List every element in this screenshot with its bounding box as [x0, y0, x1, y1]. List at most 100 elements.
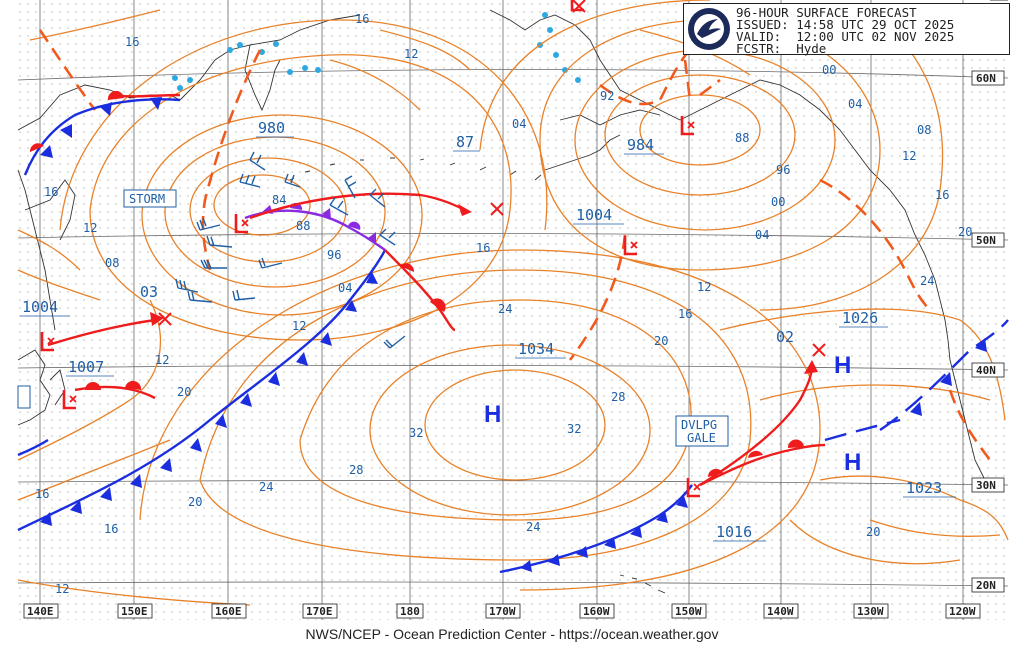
pressure-values: 980 984 1004 1004 1007 1016 1034 1026 10… — [22, 119, 942, 541]
isobar-label: 16 — [125, 35, 139, 49]
noaa-logo-inner — [694, 14, 724, 44]
lat-label: 30N — [976, 479, 996, 492]
header-valid: VALID: 12:00 UTC 02 NOV 2025 — [736, 29, 955, 44]
warning-dvlpg: DVLPG — [681, 418, 717, 432]
isobar-label: 08 — [917, 123, 931, 137]
isobar-label: 32 — [409, 426, 423, 440]
wind-barbs — [175, 151, 406, 349]
isobar-label: 20 — [654, 334, 668, 348]
isobar-labels: 16 12 04 92 00 04 08 12 16 20 24 88 96 0… — [35, 12, 972, 596]
lon-label: 120W — [949, 605, 976, 618]
storm-tracks — [47, 192, 814, 487]
isobar-label: 24 — [259, 480, 273, 494]
pressure-value: 1023 — [906, 479, 942, 497]
warning-gale: GALE — [687, 431, 716, 445]
cold-front-pips — [40, 97, 987, 572]
lat-label: 50N — [976, 234, 996, 247]
forecast-header: 96-HOUR SURFACE FORECAST ISSUED: 14:58 U… — [683, 3, 1010, 55]
isobar-label: 96 — [776, 163, 790, 177]
lat-label: 20N — [976, 579, 996, 592]
warning-storm: STORM — [129, 192, 165, 206]
track-arrowheads — [150, 204, 818, 374]
isobar-label: 16 — [104, 522, 118, 536]
lon-label: 140E — [27, 605, 54, 618]
isobar-label: 16 — [678, 307, 692, 321]
isobar-label: 08 — [105, 256, 119, 270]
pressure-value: 1007 — [68, 358, 104, 376]
isobar-label: 92 — [600, 89, 614, 103]
pressure-value: 980 — [258, 119, 285, 137]
credit-line: NWS/NCEP - Ocean Prediction Center - htt… — [305, 626, 719, 642]
isobar-label: 16 — [44, 185, 58, 199]
isobar-label: 88 — [296, 219, 310, 233]
header-forecaster: FCSTR: Hyde — [736, 41, 827, 56]
lat-label: 40N — [976, 364, 996, 377]
isobar-label: 12 — [902, 149, 916, 163]
isobar-label: 12 — [55, 582, 69, 596]
isobar-label: 16 — [355, 12, 369, 26]
lon-label: 170W — [489, 605, 516, 618]
pressure-value: 1016 — [716, 523, 752, 541]
pressure-value: 87 — [456, 133, 474, 151]
isobar-label: 88 — [735, 131, 749, 145]
pressure-value: 984 — [627, 136, 654, 154]
pressure-value: 1034 — [518, 340, 554, 358]
pressure-value: 1004 — [22, 298, 58, 316]
isobar-label: 20 — [188, 495, 202, 509]
high-symbols: H H H — [484, 352, 861, 476]
longitude-labels: 140E 150E 160E 170E 180 170W 160W 150W 1… — [23, 603, 981, 619]
isobar-label: 16 — [476, 241, 490, 255]
noaa-logo-icon — [688, 8, 730, 50]
latitude-labels: 60N 50N 40N 30N 20N — [971, 70, 1005, 593]
isobar-label: 12 — [83, 221, 97, 235]
isobar-label: 03 — [140, 283, 158, 301]
lon-label: 170E — [306, 605, 333, 618]
isobar-label: 04 — [755, 228, 769, 242]
pressure-underlines — [20, 136, 956, 542]
lon-label: 160W — [583, 605, 610, 618]
isobar-label: 96 — [327, 248, 341, 262]
noaa-bird-icon — [697, 19, 721, 38]
isobar-label: 04 — [512, 117, 526, 131]
low-x-marks — [47, 121, 701, 491]
isobar-label: 04 — [338, 281, 352, 295]
header-title: 96-HOUR SURFACE FORECAST — [736, 5, 917, 20]
isobar-label: 20 — [866, 525, 880, 539]
lon-label: 130W — [857, 605, 884, 618]
coastlines — [17, 0, 1008, 594]
isobar-label: 00 — [771, 195, 785, 209]
high-symbol: H — [834, 352, 851, 379]
isobar-label: 00 — [822, 63, 836, 77]
low-symbols — [40, 0, 700, 498]
lon-label: 150E — [121, 605, 148, 618]
isobar-label: 24 — [526, 520, 540, 534]
pressure-value: 1004 — [576, 206, 612, 224]
lon-label: 150W — [675, 605, 702, 618]
isobar-label: 04 — [848, 97, 862, 111]
isobar-label: 20 — [177, 385, 191, 399]
isobar-label: 12 — [404, 47, 418, 61]
isobar-label: 28 — [611, 390, 625, 404]
isobar-label: 12 — [155, 353, 169, 367]
isobar-label: 84 — [272, 193, 286, 207]
isobar-label: 32 — [567, 422, 581, 436]
isobar-label: 12 — [697, 280, 711, 294]
lon-label: 160E — [215, 605, 242, 618]
high-symbol: H — [484, 401, 501, 428]
isobar-label: 02 — [776, 328, 794, 346]
pressure-value: 1026 — [842, 309, 878, 327]
isobar-label: 24 — [920, 274, 934, 288]
high-symbol: H — [844, 449, 861, 476]
isobar-label: 16 — [935, 188, 949, 202]
lon-label: 140W — [767, 605, 794, 618]
header-issued: ISSUED: 14:58 UTC 29 OCT 2025 — [736, 17, 955, 32]
warm-front-pips — [29, 90, 804, 477]
troughs — [38, 29, 992, 461]
isobar-label: 20 — [958, 225, 972, 239]
isobar-label: 16 — [35, 487, 49, 501]
forecast-positions — [158, 0, 826, 357]
isobar-label: 28 — [349, 463, 363, 477]
isobar-label: 12 — [292, 319, 306, 333]
lon-label: 180 — [400, 605, 420, 618]
